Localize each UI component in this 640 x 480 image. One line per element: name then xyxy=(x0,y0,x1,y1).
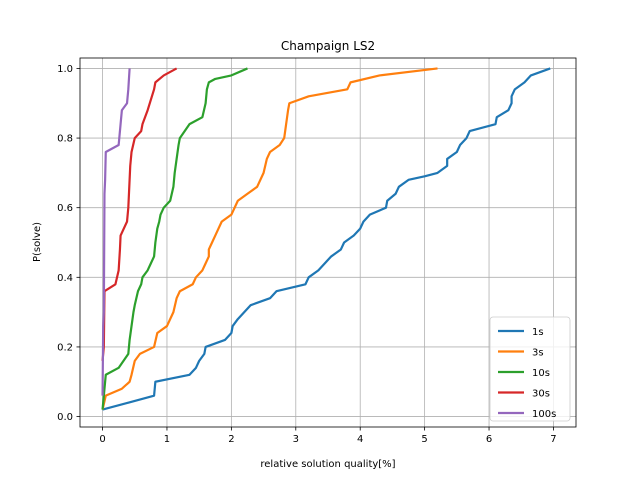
legend: 1s 3s 10s 30s 100s xyxy=(489,316,571,422)
y-tick-label: 0.2 xyxy=(57,342,73,353)
series-line-30s xyxy=(101,67,178,361)
series-line-1s xyxy=(102,67,551,411)
x-tick-label: 7 xyxy=(550,434,556,445)
legend-label-100s: 100s xyxy=(532,409,556,420)
y-axis-label: P(solve) xyxy=(32,222,43,262)
x-tick-label: 0 xyxy=(99,434,105,445)
legend-box xyxy=(489,316,571,422)
axes-frame xyxy=(79,57,577,428)
series-line-3s xyxy=(101,67,438,410)
x-tick-label: 1 xyxy=(164,434,170,445)
y-tick-label: 1.0 xyxy=(57,64,73,75)
chart-title: Champaign LS2 xyxy=(281,39,375,53)
legend-label-1s: 1s xyxy=(532,327,544,338)
x-tick-label: 2 xyxy=(228,434,234,445)
x-tick-label: 6 xyxy=(486,434,492,445)
x-tick-label: 5 xyxy=(421,434,427,445)
y-tick-label: 0.6 xyxy=(57,203,73,214)
legend-label-10s: 10s xyxy=(532,368,550,379)
ticks: 0 1 2 3 4 5 6 7 0.0 0.2 0.4 0.6 0.8 1.0 xyxy=(57,64,557,445)
series-line-100s xyxy=(101,68,131,396)
series-layer xyxy=(101,67,551,411)
x-tick-label: 3 xyxy=(293,434,299,445)
series-line-10s xyxy=(101,67,248,410)
y-tick-label: 0.8 xyxy=(57,134,73,145)
legend-label-3s: 3s xyxy=(532,348,544,359)
legend-label-30s: 30s xyxy=(532,389,550,400)
y-tick-label: 0.4 xyxy=(57,273,73,284)
x-axis-label: relative solution quality[%] xyxy=(260,459,395,470)
y-tick-label: 0.0 xyxy=(57,412,73,423)
x-tick-label: 4 xyxy=(357,434,363,445)
